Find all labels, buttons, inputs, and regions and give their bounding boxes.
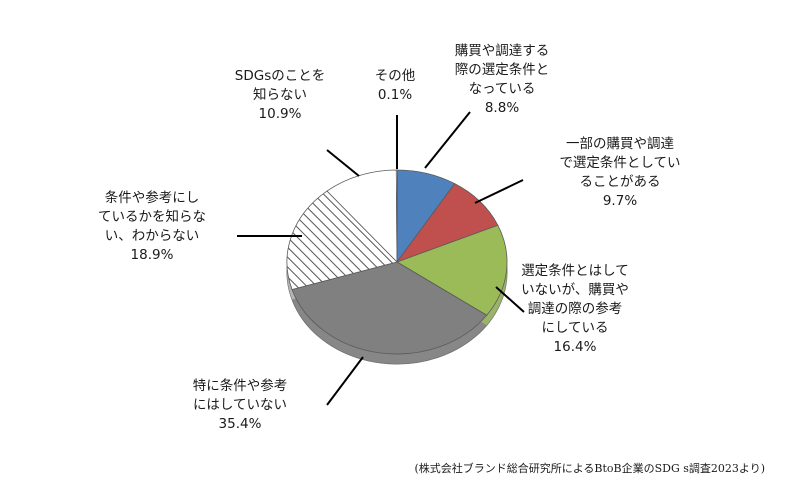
slice-label-line: い、わからない [105,228,200,244]
leader-line [495,286,525,313]
leader-line [326,149,360,177]
slice-label: 購買や調達する際の選定条件となっている 8.8% [455,43,550,116]
leader-lines [237,111,525,406]
slice-label-line: 際の選定条件と [455,61,550,78]
slice-label-line: なっている [469,81,536,97]
slice-percent: 0.1% [378,87,412,103]
slice-label-line: 一部の購買や調達 [566,136,674,152]
slice-labels: 購買や調達する際の選定条件となっている 8.8% 一部の購買や調達で選定条件としてい… [98,43,681,432]
slice-percent: 9.7% [603,193,637,209]
slice-percent: 16.4% [554,339,597,355]
slice-percent: 8.8% [485,100,519,116]
slice-percent: 35.4% [219,416,262,432]
slice-label-line: にしている [541,320,608,336]
slice-label-line: 購買や調達する [455,43,550,59]
pie-slice [395,169,398,263]
slice-label-line: にはしていない [193,397,287,413]
slice-label: 特に条件や参考にはしていない 35.4% [193,377,288,432]
slice-label: SDGsのことを知らない 10.9% [235,68,325,122]
slice-label: その他 0.1% [375,68,416,103]
leader-line [474,179,524,204]
slice-percent: 18.9% [131,247,174,263]
slice-label-line: その他 [375,68,416,84]
slice-label-line: 特に条件や参考 [193,377,288,394]
leader-line [326,356,364,406]
leader-line [424,111,471,169]
source-note: (株式会社ブランド総合研究所によるBtoB企業のSDG s調査2023より) [414,461,765,475]
slice-label-line: いないが、購買や [521,282,629,298]
slice-label: 条件や参考にしているかを知らない、わからない 18.9% [98,189,206,263]
slice-percent: 10.9% [259,106,302,122]
slice-label: 選定条件とはしていないが、購買や調達の際の参考にしている 16.4% [521,262,629,355]
slice-label-line: 選定条件とはして [521,262,629,279]
slice-label-line: で選定条件としてい [559,154,680,171]
slice-label-line: 知らない [253,86,307,103]
slice-label-line: ているかを知らな [98,208,206,225]
pie-slice [291,261,488,355]
slice-label-line: SDGsのことを [235,68,325,84]
slice-label: 一部の購買や調達で選定条件としていることがある 9.7% [559,136,680,209]
pie-slice [396,224,508,316]
slice-label-line: 調達の際の参考 [528,300,623,317]
slice-label-line: ることがある [580,174,661,190]
slice-label-line: 条件や参考にし [105,189,200,206]
pie-slice [326,169,398,263]
pie-slices [286,169,508,355]
